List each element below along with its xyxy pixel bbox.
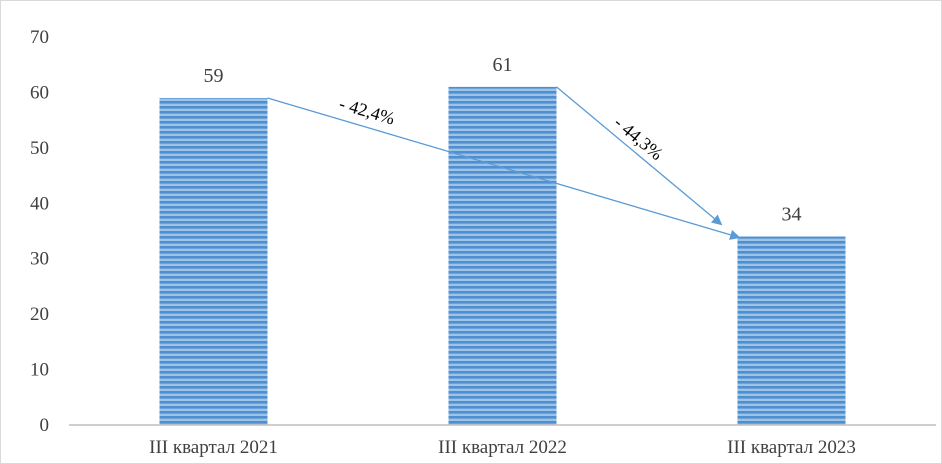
bar-series bbox=[159, 86, 846, 425]
y-tick-label: 20 bbox=[30, 304, 49, 325]
data-label: 61 bbox=[493, 54, 513, 76]
annotation-arrow bbox=[267, 97, 741, 240]
bar bbox=[448, 86, 557, 425]
x-tick-label: III квартал 2023 bbox=[727, 437, 856, 458]
annotation-label: - 42,4% bbox=[337, 93, 397, 128]
y-tick-label: 70 bbox=[30, 27, 49, 48]
y-tick-label: 40 bbox=[30, 193, 49, 214]
x-tick-label: III квартал 2022 bbox=[438, 437, 567, 458]
data-label: 59 bbox=[204, 65, 224, 87]
y-tick-label: 30 bbox=[30, 249, 49, 270]
bar bbox=[737, 236, 846, 425]
y-tick-label: 0 bbox=[40, 415, 50, 436]
y-axis-ticks: 0 10 20 30 40 50 60 70 bbox=[30, 27, 49, 436]
annotation-arrow bbox=[556, 86, 723, 226]
data-label: 34 bbox=[782, 204, 802, 226]
bar bbox=[159, 97, 268, 425]
x-tick-label: III квартал 2021 bbox=[149, 437, 278, 458]
x-axis-labels: III квартал 2021 III квартал 2022 III квар… bbox=[149, 437, 856, 458]
y-tick-label: 60 bbox=[30, 82, 49, 103]
data-labels: 59 61 34 bbox=[204, 54, 802, 226]
y-tick-label: 10 bbox=[30, 360, 49, 381]
y-tick-label: 50 bbox=[30, 138, 49, 159]
